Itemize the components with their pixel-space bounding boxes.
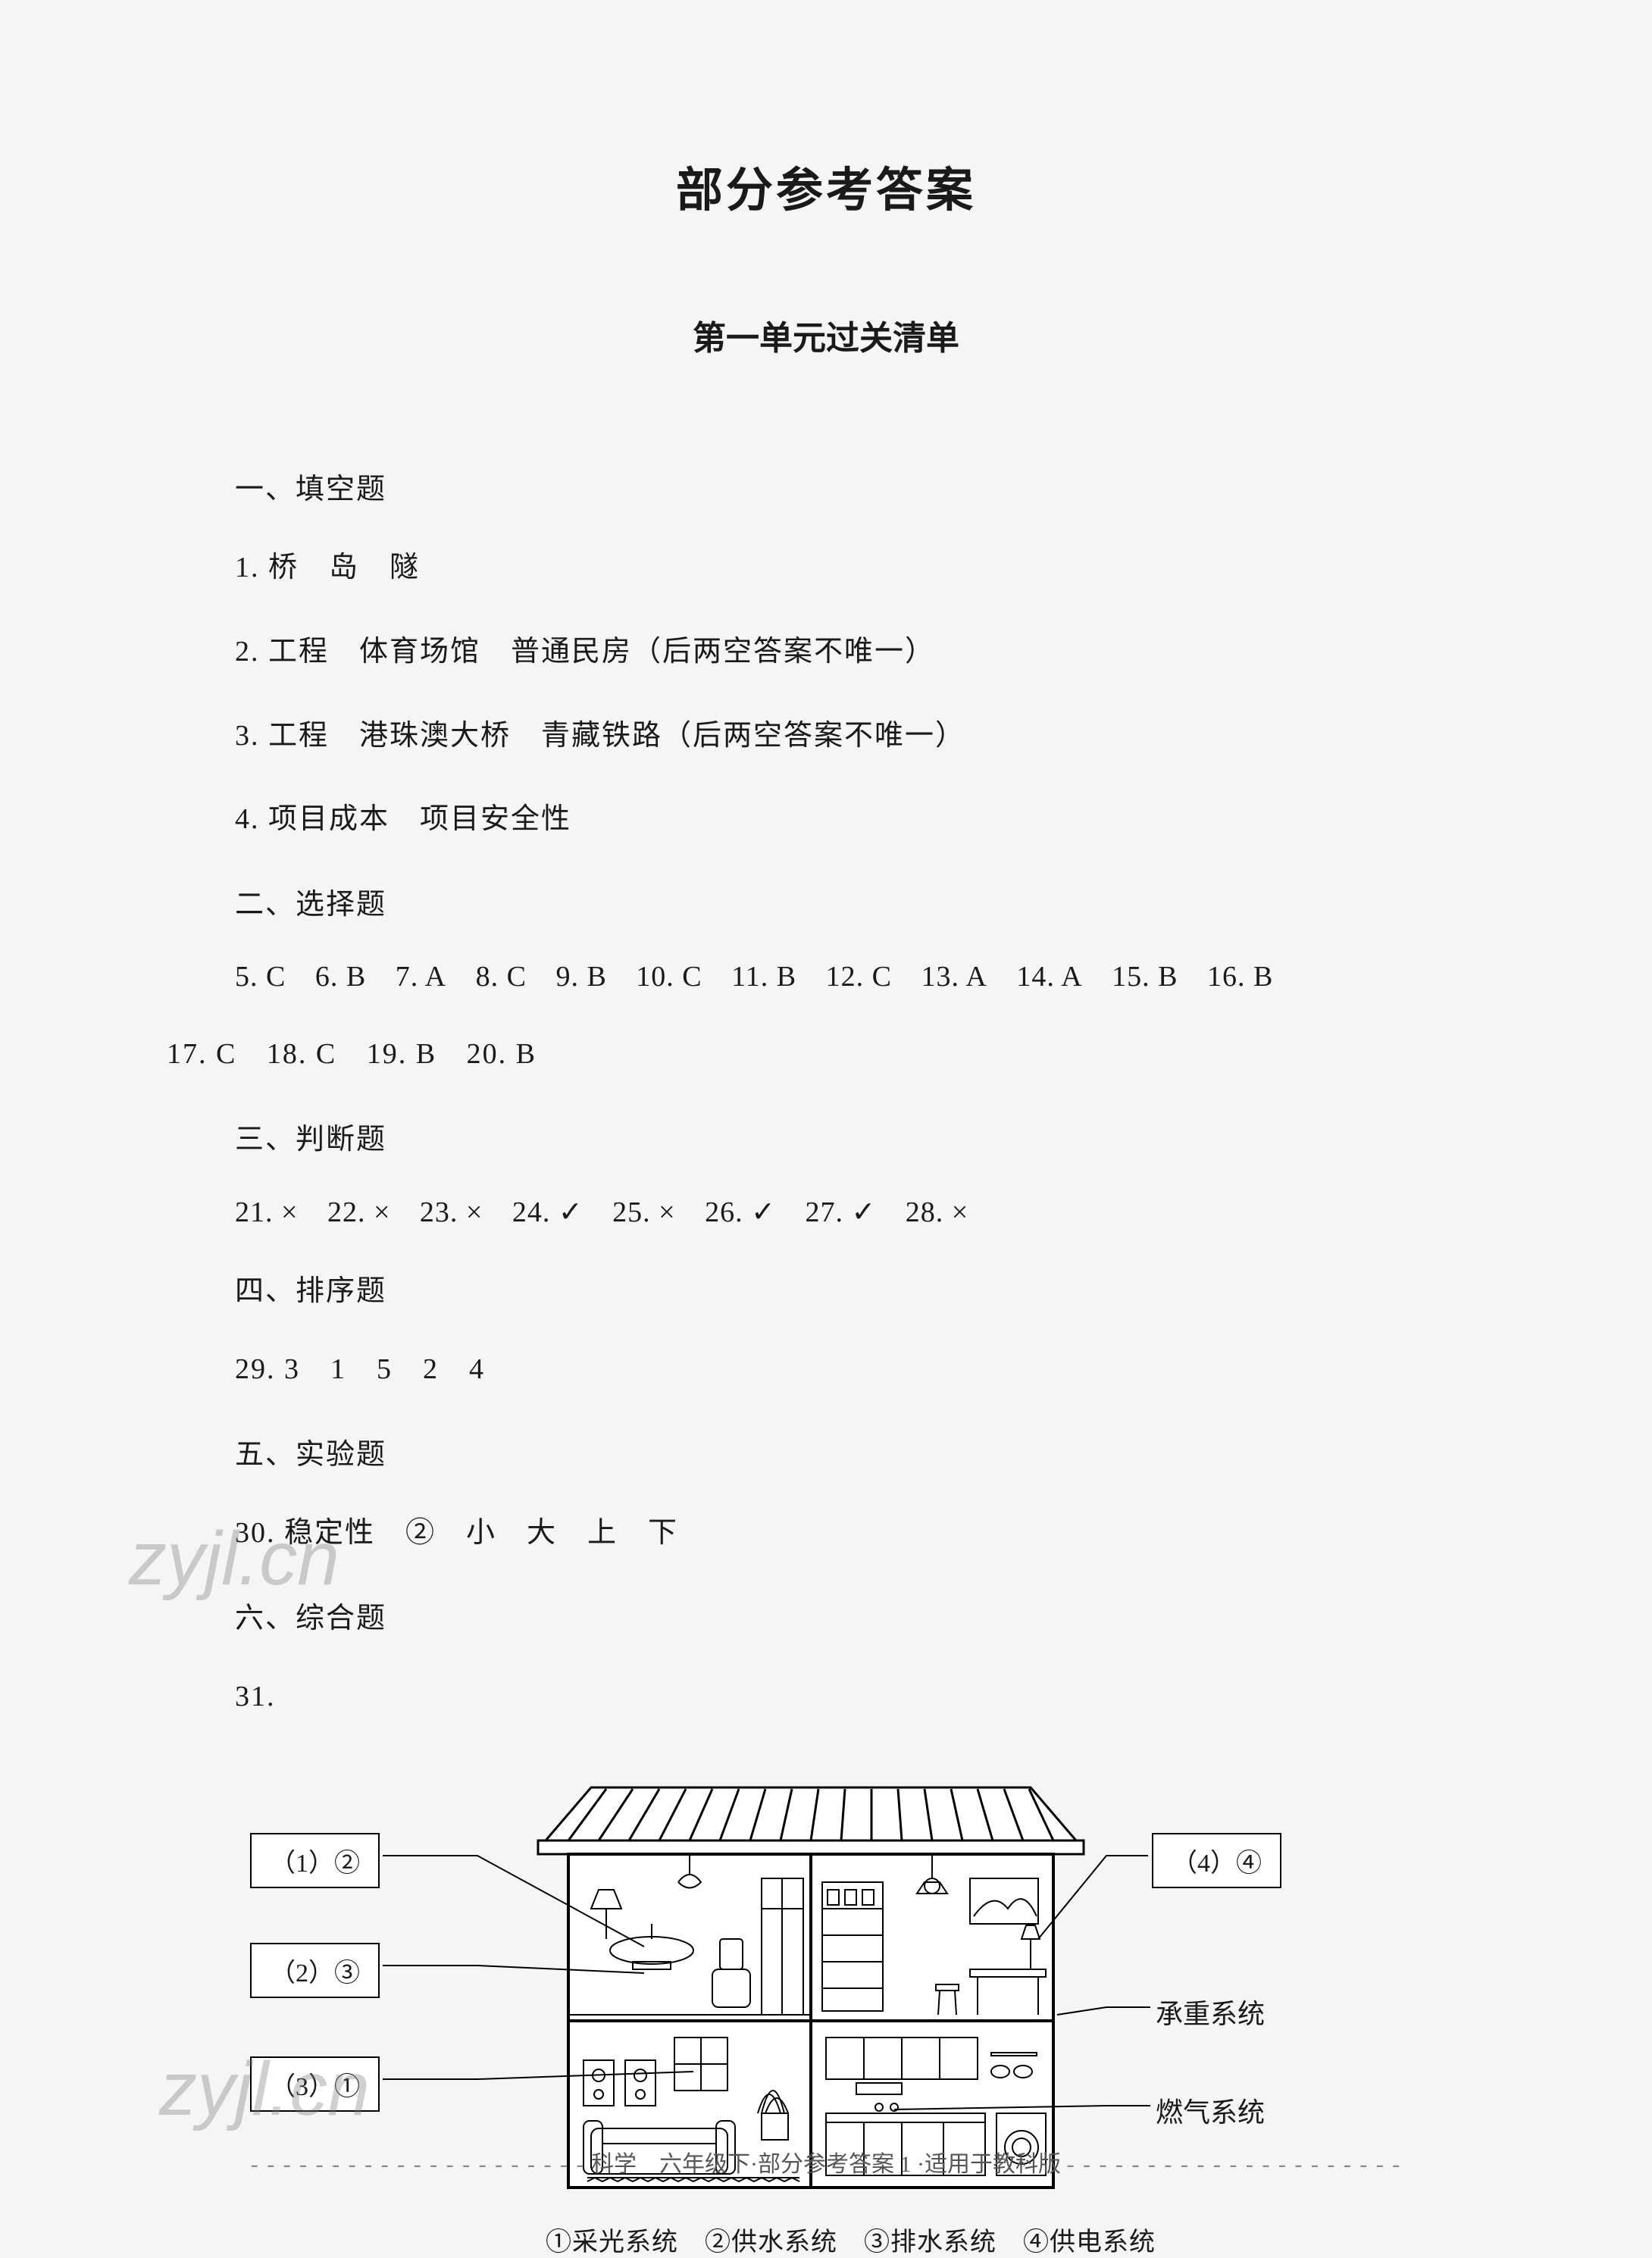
a17: 17. C	[167, 1031, 236, 1077]
page-footer: - - - - - - - - - - - - - - - - - - - - …	[0, 2145, 1652, 2178]
q29: 29. 3 1 5 2 4	[235, 1346, 1485, 1393]
q31: 31.	[235, 1674, 1485, 1720]
a5: 5. C	[235, 960, 286, 993]
a22: 22. ×	[327, 1196, 390, 1229]
a23: 23. ×	[420, 1196, 483, 1229]
a19: 19. B	[367, 1031, 436, 1077]
section-4-heading: 四、排序题	[235, 1267, 1485, 1309]
house-diagram: （1）② （2）③ （3）① （4）④ 承重系统 燃气系统 ①采光系统 ②供水系…	[235, 1757, 1372, 2257]
a28: 28. ×	[906, 1196, 968, 1229]
mc-row-1: 5. C 6. B 7. A 8. C 9. B 10. C 11. B 12.…	[235, 960, 1485, 993]
q4: 4. 项目成本 项目安全性	[235, 796, 1485, 843]
a16: 16. B	[1207, 960, 1273, 993]
footer-dashes-right: - - - - - - - - - - - - - - - - - - - - …	[1066, 2152, 1401, 2177]
q1: 1. 桥 岛 隧	[235, 545, 1485, 591]
a13: 13. A	[921, 960, 987, 993]
q3: 3. 工程 港珠澳大桥 青藏铁路（后两空答案不唯一）	[235, 713, 1485, 759]
section-5-heading: 五、实验题	[235, 1431, 1485, 1472]
a8: 8. C	[476, 960, 527, 993]
section-1-heading: 一、填空题	[235, 465, 1485, 507]
a21: 21. ×	[235, 1196, 298, 1229]
a15: 15. B	[1112, 960, 1178, 993]
diagram-legend: ①采光系统 ②供水系统 ③排水系统 ④供电系统	[546, 2221, 1156, 2258]
a12: 12. C	[826, 960, 892, 993]
page-title: 部分参考答案	[167, 152, 1485, 220]
q2: 2. 工程 体育场馆 普通民房（后两空答案不唯一）	[235, 629, 1485, 675]
a26: 26. ✓	[705, 1195, 776, 1229]
a20: 20. B	[467, 1031, 537, 1077]
section-3-heading: 三、判断题	[235, 1115, 1485, 1157]
q30: 30. 稳定性 ② 小 大 上 下	[235, 1510, 1485, 1556]
a10: 10. C	[636, 960, 702, 993]
unit-title: 第一单元过关清单	[167, 311, 1485, 359]
tf-row: 21. × 22. × 23. × 24. ✓ 25. × 26. ✓ 27. …	[235, 1195, 1485, 1229]
a7: 7. A	[396, 960, 446, 993]
leader-lines	[235, 1757, 1372, 2257]
a14: 14. A	[1016, 960, 1082, 993]
a9: 9. B	[555, 960, 606, 993]
footer-dashes-left: - - - - - - - - - - - - - - - - - - - - …	[251, 2152, 586, 2177]
section-2-heading: 二、选择题	[235, 880, 1485, 922]
a11: 11. B	[731, 960, 796, 993]
a6: 6. B	[315, 960, 366, 993]
a27: 27. ✓	[805, 1195, 876, 1229]
a24: 24. ✓	[512, 1195, 584, 1229]
a25: 25. ×	[612, 1196, 675, 1229]
a18: 18. C	[267, 1031, 336, 1077]
mc-row-2: 17. C 18. C 19. B 20. B	[167, 1031, 1485, 1077]
section-6-heading: 六、综合题	[235, 1594, 1485, 1636]
footer-text: 科学 六年级下·部分参考答案 1 ·适用于教科版	[591, 2152, 1061, 2177]
